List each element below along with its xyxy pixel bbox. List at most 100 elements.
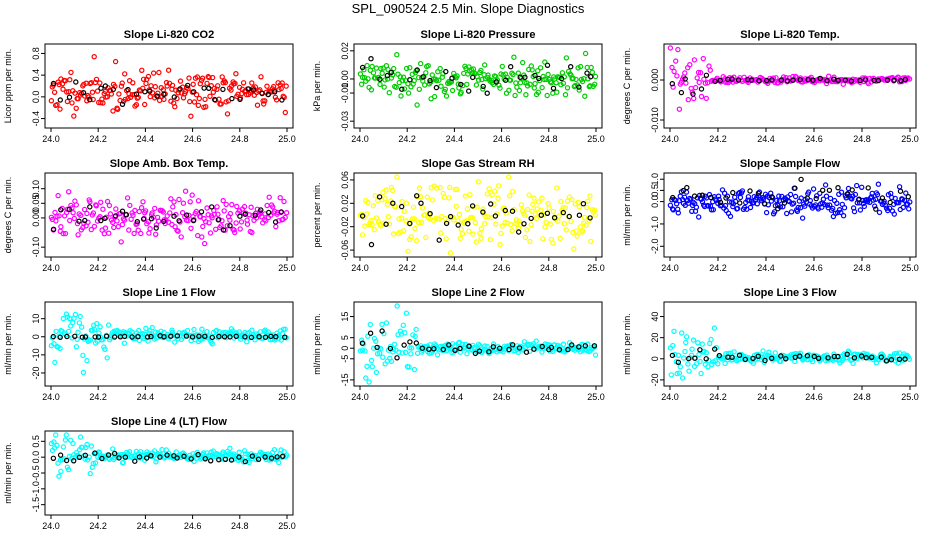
data-point	[570, 229, 576, 236]
y-tick-label: 0.06	[340, 171, 350, 189]
data-point	[437, 184, 443, 191]
data-point	[87, 337, 94, 343]
data-point	[533, 215, 540, 222]
series-all	[667, 325, 913, 381]
data-point	[907, 199, 913, 205]
data-point	[375, 219, 382, 225]
data-point	[533, 338, 539, 344]
data-point	[138, 204, 145, 211]
x-tick-label: 24.8	[540, 392, 558, 402]
y-axis-label: ml/min per min.	[312, 313, 322, 375]
data-point	[84, 210, 90, 217]
data-point	[244, 221, 251, 227]
data-point	[268, 455, 275, 461]
y-tick-label: 15	[340, 312, 350, 322]
data-point	[541, 76, 547, 83]
panel-1: Slope Li-820 CO2 24.0 24.2 24.4 24.6 24.8 25.0…	[3, 29, 296, 144]
data-point	[454, 73, 460, 79]
data-point	[699, 192, 706, 198]
data-point	[93, 76, 100, 83]
data-point	[576, 204, 583, 210]
data-point	[168, 333, 174, 339]
data-point	[783, 356, 789, 362]
data-point	[399, 203, 405, 210]
data-point	[519, 207, 526, 214]
data-point	[73, 105, 79, 112]
data-point	[482, 62, 488, 68]
data-point	[58, 468, 64, 474]
data-point	[268, 333, 274, 340]
data-point	[535, 199, 542, 205]
x-tick-label: 25.0	[278, 392, 296, 402]
data-point	[569, 342, 575, 348]
data-point	[144, 334, 151, 340]
data-point	[373, 65, 380, 71]
data-point	[160, 209, 166, 215]
data-point	[554, 89, 560, 95]
data-point	[755, 190, 762, 196]
data-point	[111, 450, 118, 457]
data-point	[522, 74, 528, 81]
data-point	[364, 62, 370, 69]
data-point	[849, 196, 855, 202]
data-point	[140, 76, 147, 83]
data-point	[118, 83, 125, 89]
data-point	[527, 348, 533, 355]
data-point	[252, 212, 258, 218]
data-point	[774, 197, 780, 204]
x-tick-label: 24.4	[137, 392, 155, 402]
data-point	[506, 174, 512, 180]
data-point	[869, 354, 875, 360]
data-point	[170, 204, 176, 210]
data-point	[584, 70, 590, 76]
data-point	[698, 370, 704, 377]
data-point	[539, 84, 545, 91]
data-point	[164, 452, 170, 458]
panel-title: Slope Li-820 CO2	[124, 29, 214, 41]
data-point	[359, 232, 366, 238]
data-point	[543, 219, 549, 225]
data-point	[189, 192, 195, 198]
x-tick-label: 24.2	[709, 392, 727, 402]
data-point	[216, 457, 222, 463]
data-point	[401, 86, 408, 92]
series-all	[357, 174, 599, 256]
data-point	[183, 212, 190, 218]
data-point	[401, 342, 407, 348]
data-point	[89, 327, 96, 333]
x-tick-label: 24.2	[398, 134, 416, 144]
data-point	[262, 98, 268, 104]
data-point	[550, 85, 557, 92]
data-point	[63, 457, 70, 464]
data-point	[57, 97, 64, 103]
data-point	[480, 83, 486, 90]
data-point	[63, 209, 70, 216]
data-point	[734, 205, 741, 212]
data-point	[755, 353, 761, 359]
data-point	[712, 78, 718, 85]
data-point	[412, 333, 418, 340]
data-point	[62, 437, 69, 443]
data-point	[495, 195, 501, 201]
plot-frame	[353, 43, 603, 129]
data-point	[207, 93, 213, 100]
data-point	[588, 73, 594, 80]
data-point	[516, 87, 523, 94]
data-point	[393, 204, 399, 210]
data-point	[155, 90, 161, 96]
data-point	[457, 345, 463, 352]
data-point	[707, 67, 714, 73]
data-point	[826, 187, 833, 193]
data-point	[854, 182, 860, 189]
data-point	[850, 360, 856, 367]
data-point	[137, 449, 144, 455]
data-point	[402, 349, 409, 356]
data-point	[176, 196, 182, 203]
data-point	[717, 77, 723, 84]
panel-title: Slope Gas Stream RH	[421, 158, 534, 170]
data-point	[233, 70, 239, 77]
data-point	[696, 79, 702, 86]
data-point	[781, 200, 788, 206]
data-point	[441, 194, 447, 201]
data-point	[143, 325, 149, 331]
